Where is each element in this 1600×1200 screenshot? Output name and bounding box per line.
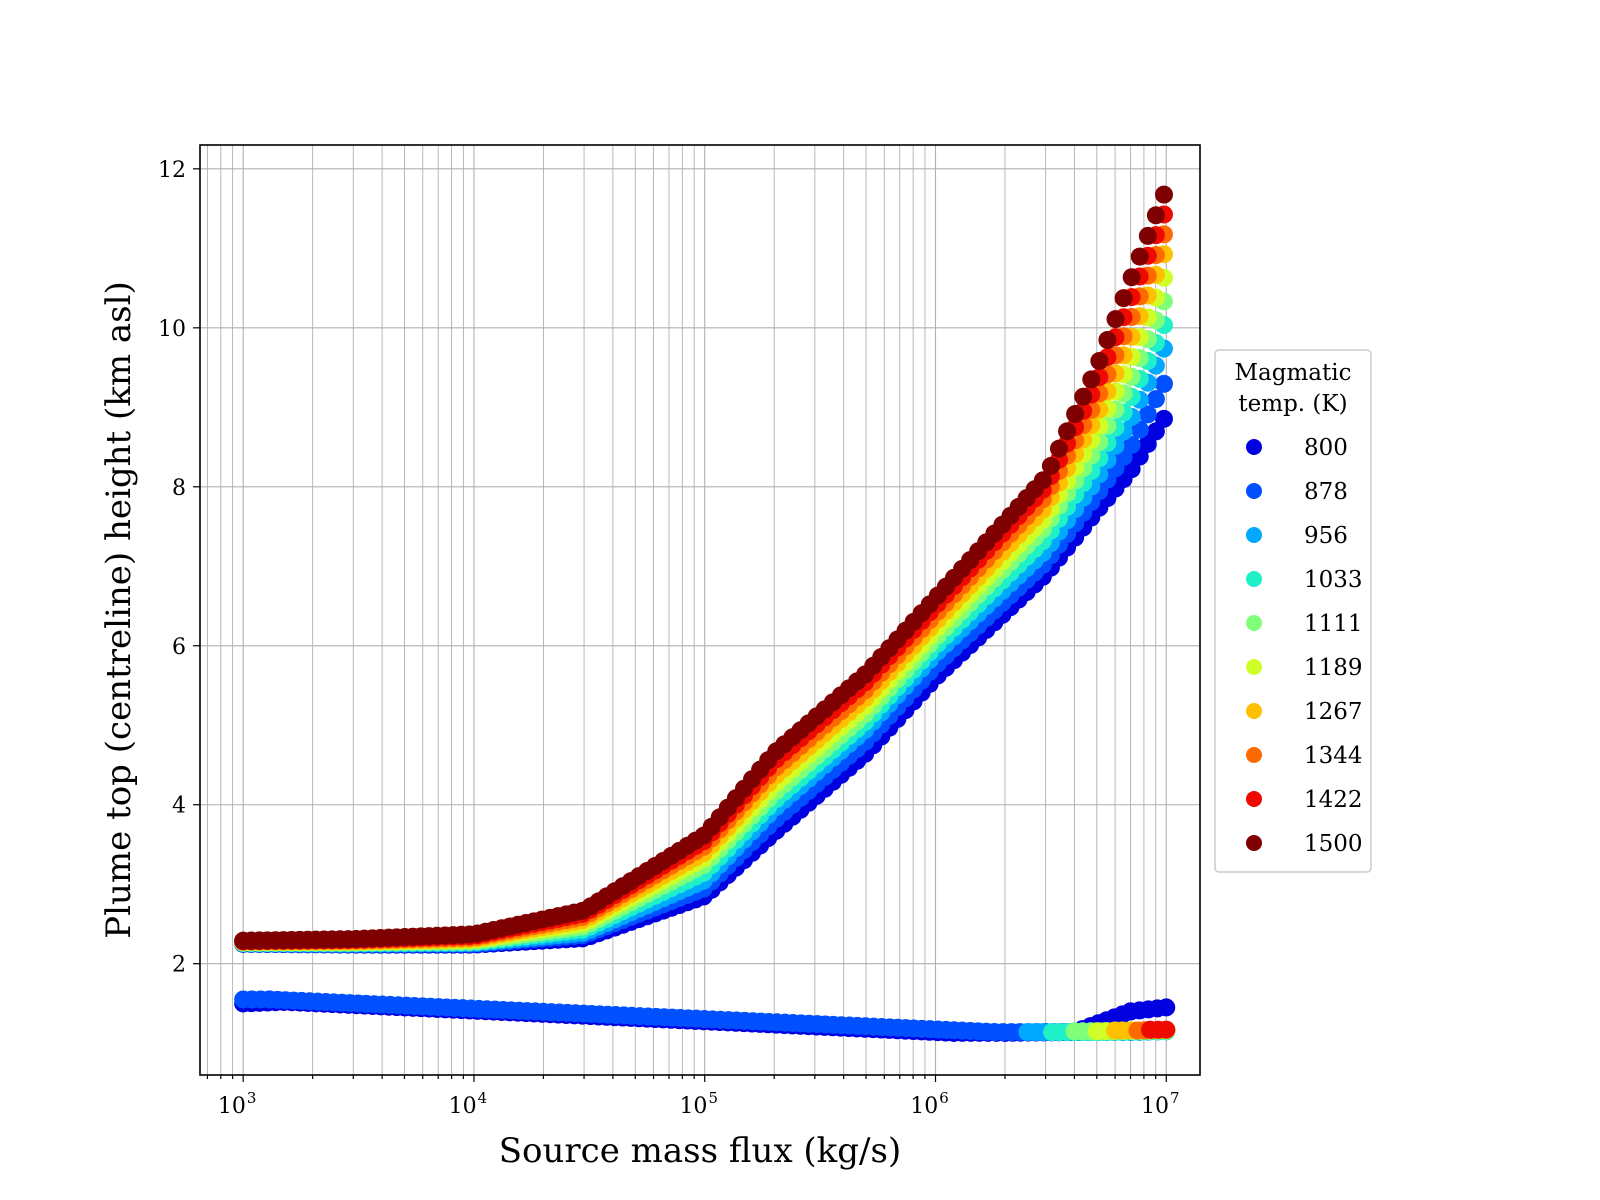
legend-label-1267: 1267 xyxy=(1304,699,1363,725)
legend-entries: 800 878 956 1033 1111 1189 1267 1344 1422 1500 xyxy=(1246,435,1363,857)
legend-label-956: 956 xyxy=(1304,523,1348,549)
legend-box xyxy=(1214,349,1372,873)
data-point xyxy=(1106,310,1125,329)
legend-marker-1422 xyxy=(1246,791,1262,807)
y-tick-label: 4 xyxy=(172,794,186,819)
legend-marker-1267 xyxy=(1246,703,1262,719)
legend-label-1189: 1189 xyxy=(1304,655,1363,681)
data-point xyxy=(1049,439,1068,458)
y-tick-label: 8 xyxy=(172,476,186,501)
y-tick-label: 2 xyxy=(172,953,186,978)
legend-label-1500: 1500 xyxy=(1304,831,1363,857)
legend-label-1422: 1422 xyxy=(1304,787,1363,813)
legend-marker-1189 xyxy=(1246,659,1262,675)
y-tick-label: 10 xyxy=(158,317,186,342)
data-point xyxy=(1154,374,1173,393)
x-tick-label: 106 xyxy=(910,1089,949,1119)
x-axis-label: Source mass flux (kg/s) xyxy=(499,1131,901,1171)
x-tick-label: 105 xyxy=(679,1089,718,1119)
data-point xyxy=(1074,387,1093,406)
data-point xyxy=(1154,409,1173,428)
legend-title-line-1: Magmatic xyxy=(1235,360,1352,386)
axis-ticks: 2 4 6 8 10 12 103 104 105 106 107 xyxy=(158,158,1180,1119)
data-point xyxy=(1130,420,1149,439)
data-point xyxy=(1146,390,1165,409)
data-point xyxy=(1066,405,1085,424)
data-point xyxy=(1138,405,1157,424)
data-points xyxy=(234,185,1176,1042)
data-point xyxy=(1082,370,1101,389)
legend-marker-956 xyxy=(1246,527,1262,543)
legend: Magmatic temp. (K) 800 878 956 1033 1111 1189… xyxy=(1214,349,1372,873)
data-point xyxy=(1098,331,1117,350)
x-tick-label: 103 xyxy=(218,1089,257,1119)
legend-label-1344: 1344 xyxy=(1304,743,1363,769)
data-point xyxy=(1090,351,1109,370)
legend-marker-1033 xyxy=(1246,571,1262,587)
data-point-lower-branch xyxy=(1157,1020,1176,1039)
data-point xyxy=(1058,422,1077,441)
data-point xyxy=(1122,268,1141,287)
legend-label-878: 878 xyxy=(1304,479,1348,505)
legend-marker-1344 xyxy=(1246,747,1262,763)
data-point xyxy=(1146,206,1165,225)
legend-marker-800 xyxy=(1246,439,1262,455)
data-point xyxy=(1114,289,1133,308)
x-tick-label: 104 xyxy=(449,1089,488,1119)
data-point xyxy=(1041,456,1060,475)
y-axis-label: Plume top (centreline) height (km asl) xyxy=(99,281,139,939)
data-point xyxy=(1154,185,1173,204)
data-point xyxy=(1138,226,1157,245)
legend-marker-1500 xyxy=(1246,835,1262,851)
legend-marker-878 xyxy=(1246,483,1262,499)
data-point xyxy=(1033,471,1052,490)
data-point xyxy=(1130,247,1149,266)
legend-title-line-2: temp. (K) xyxy=(1238,391,1347,417)
y-tick-label: 6 xyxy=(172,635,186,660)
y-tick-label: 12 xyxy=(158,158,186,183)
data-point xyxy=(1122,435,1141,454)
plot-frame xyxy=(199,144,1201,1076)
legend-label-1111: 1111 xyxy=(1304,611,1363,637)
legend-label-800: 800 xyxy=(1304,435,1348,461)
data-point-lower-branch xyxy=(1157,998,1176,1017)
series-1500 xyxy=(234,185,1173,950)
legend-marker-1111 xyxy=(1246,615,1262,631)
x-tick-label: 107 xyxy=(1141,1089,1180,1119)
legend-label-1033: 1033 xyxy=(1304,567,1363,593)
